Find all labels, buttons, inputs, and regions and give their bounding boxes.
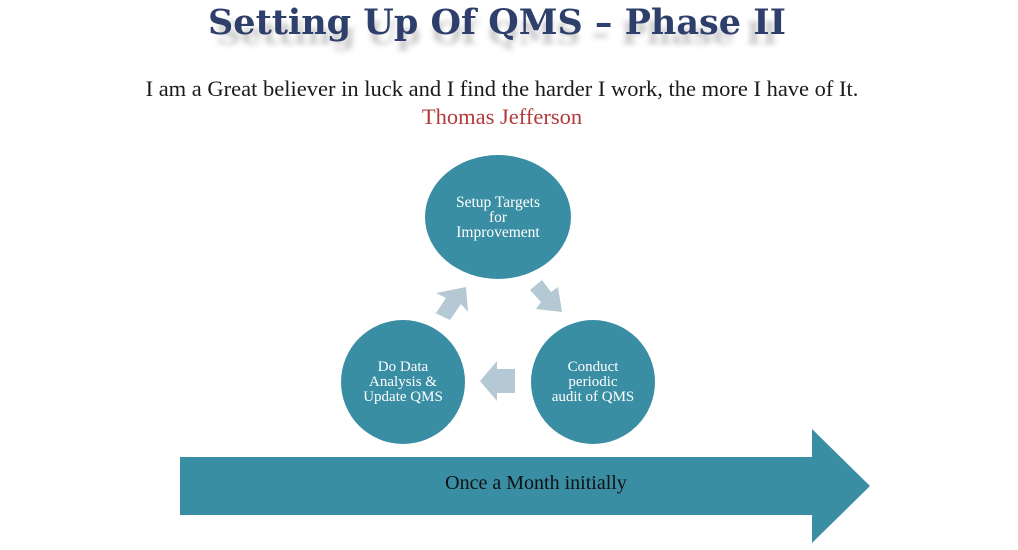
cycle-arrow-top-to-right (530, 280, 562, 312)
cycle-node-data-analysis: Do Data Analysis & Update QMS (341, 320, 465, 444)
cycle-node-conduct-audit: Conduct periodic audit of QMS (531, 320, 655, 444)
timeline-arrow (180, 429, 870, 543)
cycle-arrow-left-to-top (431, 287, 468, 320)
title-reflection: Setting Up Of QMS – Phase II (216, 16, 778, 52)
quote-author: Thomas Jefferson (421, 104, 583, 129)
timeline-label: Once a Month initially (445, 472, 627, 494)
cycle-arrow-right-to-left (480, 361, 515, 401)
quote-text: I am a Great believer in luck and I find… (145, 76, 859, 101)
slide-title: Setting Up Of QMS – Phase II (208, 2, 786, 43)
title-area: Setting Up Of QMS – Phase II Setting Up … (0, 0, 994, 70)
cycle-node-setup-targets: Setup Targets for Improvement (425, 155, 571, 279)
